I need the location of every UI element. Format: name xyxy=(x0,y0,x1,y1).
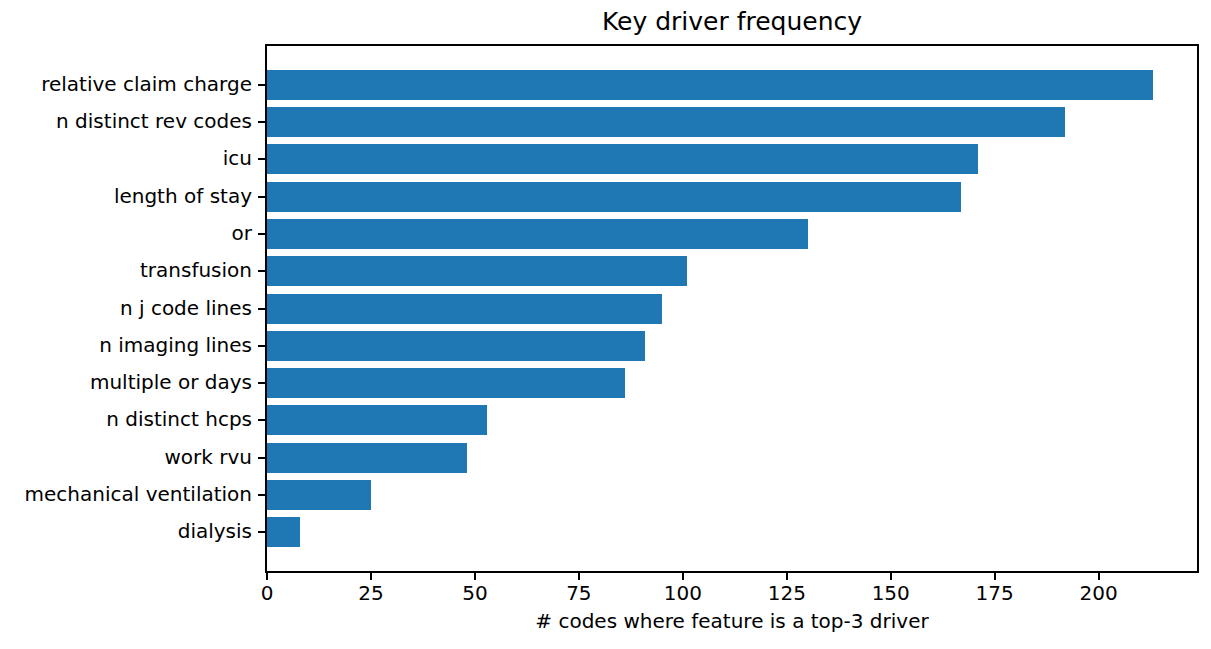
x-tick-label: 0 xyxy=(261,583,274,604)
y-tick-label: n distinct hcps xyxy=(0,407,252,432)
x-tick-label: 125 xyxy=(768,583,806,604)
y-tick-mark xyxy=(258,419,265,421)
y-tick-mark xyxy=(258,121,265,123)
y-tick-label: or xyxy=(0,221,252,246)
x-tick-mark xyxy=(370,573,372,580)
x-tick-mark xyxy=(994,573,996,580)
bar-transfusion xyxy=(267,256,687,286)
x-tick-mark xyxy=(266,573,268,580)
y-tick-label: icu xyxy=(0,146,252,171)
y-tick-label: length of stay xyxy=(0,184,252,209)
y-tick-mark xyxy=(258,158,265,160)
y-tick-mark xyxy=(258,457,265,459)
y-tick-label: n j code lines xyxy=(0,296,252,321)
bar-n-distinct-rev-codes xyxy=(267,107,1065,137)
bar-dialysis xyxy=(267,517,300,547)
x-tick-mark xyxy=(578,573,580,580)
bar-icu xyxy=(267,144,978,174)
y-tick-label: n imaging lines xyxy=(0,333,252,358)
x-tick-label: 50 xyxy=(462,583,487,604)
plot-area xyxy=(267,46,1197,571)
bar-n-imaging-lines xyxy=(267,331,645,361)
y-tick-mark xyxy=(258,84,265,86)
y-tick-mark xyxy=(258,494,265,496)
x-tick-label: 175 xyxy=(976,583,1014,604)
y-tick-label: transfusion xyxy=(0,258,252,283)
x-tick-label: 25 xyxy=(358,583,383,604)
x-tick-mark xyxy=(474,573,476,580)
x-tick-mark xyxy=(1098,573,1100,580)
x-tick-mark xyxy=(786,573,788,580)
bar-n-j-code-lines xyxy=(267,294,662,324)
x-axis-label: # codes where feature is a top-3 driver xyxy=(267,609,1197,634)
figure: Key driver frequency relative claim char… xyxy=(0,0,1211,649)
y-tick-label: work rvu xyxy=(0,445,252,470)
y-tick-label: mechanical ventilation xyxy=(0,482,252,507)
y-tick-mark xyxy=(258,531,265,533)
y-tick-label: n distinct rev codes xyxy=(0,109,252,134)
bar-relative-claim-charge xyxy=(267,70,1153,100)
x-tick-label: 100 xyxy=(664,583,702,604)
x-tick-label: 200 xyxy=(1080,583,1118,604)
y-tick-mark xyxy=(258,196,265,198)
y-tick-mark xyxy=(258,270,265,272)
chart-title: Key driver frequency xyxy=(267,7,1197,37)
x-tick-label: 150 xyxy=(872,583,910,604)
y-tick-mark xyxy=(258,345,265,347)
bar-work-rvu xyxy=(267,443,467,473)
bar-length-of-stay xyxy=(267,182,961,212)
bar-n-distinct-hcps xyxy=(267,405,487,435)
y-tick-mark xyxy=(258,382,265,384)
x-tick-mark xyxy=(682,573,684,580)
y-tick-label: relative claim charge xyxy=(0,72,252,97)
y-tick-label: dialysis xyxy=(0,519,252,544)
bar-or xyxy=(267,219,808,249)
y-tick-mark xyxy=(258,233,265,235)
y-tick-mark xyxy=(258,308,265,310)
bar-multiple-or-days xyxy=(267,368,625,398)
bar-mechanical-ventilation xyxy=(267,480,371,510)
y-tick-label: multiple or days xyxy=(0,370,252,395)
x-tick-label: 75 xyxy=(566,583,591,604)
x-tick-mark xyxy=(890,573,892,580)
